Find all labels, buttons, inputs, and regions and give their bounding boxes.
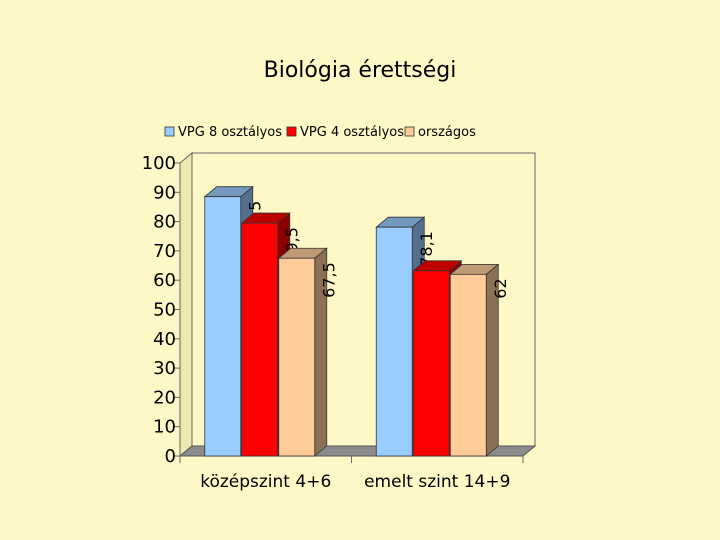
- y-tick-label: 80: [153, 212, 176, 233]
- y-tick-label: 90: [153, 182, 176, 203]
- x-axis: középszint 4+6 emelt szint 14+9: [179, 456, 524, 492]
- y-tick-label: 0: [165, 446, 176, 467]
- bar-front: [375, 226, 413, 457]
- bars: 88,579,567,578,163,262: [203, 185, 510, 457]
- bar-front: [241, 222, 279, 457]
- bar-front: [412, 270, 450, 457]
- y-tick-label: 30: [153, 358, 176, 379]
- y-tick-label: 40: [153, 329, 176, 350]
- y-tick-label: 20: [153, 387, 176, 408]
- legend-label: VPG 8 osztályos: [178, 125, 282, 140]
- legend-label: országos: [418, 125, 476, 140]
- legend-swatch: [164, 126, 175, 137]
- legend-label: VPG 4 osztályos: [300, 125, 404, 140]
- data-label: 62: [491, 278, 510, 298]
- y-axis: 0 10 20 30 40 50 60 70 80 90 100: [142, 153, 181, 467]
- x-category-label: középszint 4+6: [200, 472, 331, 492]
- y-tick-label: 100: [142, 153, 176, 174]
- plot-side-wall: [179, 151, 193, 458]
- legend-swatch: [404, 126, 415, 137]
- data-label: 67,5: [320, 262, 339, 298]
- bar: [449, 263, 500, 457]
- legend: VPG 8 osztályos VPG 4 osztályos országos: [164, 125, 476, 140]
- bar: [277, 247, 328, 457]
- y-tick-label: 50: [153, 300, 176, 321]
- y-tick-label: 10: [153, 417, 176, 438]
- legend-swatch: [286, 126, 297, 137]
- bar-front: [278, 257, 316, 457]
- chart-title: Biológia érettségi: [264, 58, 457, 83]
- bar-front: [449, 273, 487, 457]
- bar-front: [204, 196, 242, 457]
- data-label: 78,1: [417, 231, 436, 267]
- y-tick-label: 60: [153, 270, 176, 291]
- x-category-label: emelt szint 14+9: [364, 472, 510, 492]
- y-tick-label: 70: [153, 241, 176, 262]
